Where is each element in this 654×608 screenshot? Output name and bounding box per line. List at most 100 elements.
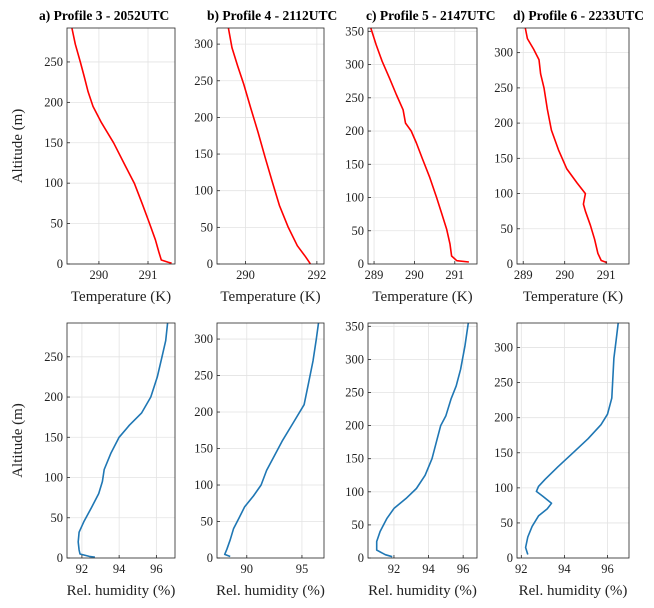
y-tick-label: 200 — [194, 405, 213, 419]
profile-line — [524, 27, 608, 264]
y-tick-label: 150 — [44, 430, 63, 444]
profile-line — [77, 322, 169, 558]
y-tick-label: 300 — [194, 37, 213, 51]
profile-line — [370, 27, 469, 263]
y-tick-label: 200 — [494, 411, 513, 425]
x-tick-label: 92 — [76, 562, 89, 576]
y-tick-label: 0 — [507, 257, 513, 271]
panel-title: d) Profile 6 - 2233UTC — [513, 8, 644, 23]
y-tick-label: 200 — [194, 110, 213, 124]
y-tick-label: 300 — [194, 332, 213, 346]
y-tick-label: 200 — [44, 390, 63, 404]
y-tick-label: 350 — [345, 24, 364, 38]
y-tick-label: 50 — [352, 224, 365, 238]
x-tick-label: 92 — [388, 562, 401, 576]
x-tick-label: 289 — [365, 268, 384, 282]
plot-frame — [66, 27, 176, 265]
y-tick-label: 350 — [345, 319, 364, 333]
y-tick-label: 150 — [44, 136, 63, 150]
y-tick-label: 0 — [358, 257, 364, 271]
chart-panel-1: 290 291 0 50 100 150 200 250 Temperature (K) Alti… — [10, 8, 176, 305]
chart-panel-4: 289 290 291 0 50 100 150 200 250 300 Temperature (… — [494, 8, 644, 305]
x-tick-label: 290 — [555, 268, 574, 282]
y-tick-label: 100 — [345, 485, 364, 499]
x-tick-label: 292 — [307, 268, 326, 282]
y-tick-label: 50 — [501, 516, 514, 530]
x-tick-label: 92 — [515, 562, 528, 576]
x-tick-label: 290 — [236, 268, 255, 282]
y-tick-label: 300 — [494, 341, 513, 355]
y-tick-label: 100 — [194, 184, 213, 198]
x-tick-label: 96 — [601, 562, 614, 576]
y-tick-label: 250 — [44, 55, 63, 69]
y-tick-label: 100 — [44, 471, 63, 485]
y-tick-label: 150 — [494, 446, 513, 460]
y-tick-label: 300 — [345, 352, 364, 366]
y-tick-label: 150 — [345, 157, 364, 171]
x-tick-label: 94 — [113, 562, 126, 576]
chart-panel-5: 92 94 96 0 50 100 150 200 250 Rel. humidity (%) Al… — [10, 322, 176, 599]
plot-frame — [367, 322, 478, 559]
x-tick-label: 291 — [139, 268, 158, 282]
x-axis-label: Rel. humidity (%) — [519, 583, 628, 599]
y-tick-label: 100 — [44, 176, 63, 190]
plot-frame — [66, 322, 176, 559]
y-tick-label: 100 — [494, 187, 513, 201]
y-tick-label: 50 — [201, 220, 214, 234]
y-tick-label: 0 — [358, 551, 364, 565]
y-tick-label: 250 — [345, 91, 364, 105]
y-tick-label: 100 — [345, 191, 364, 205]
y-tick-label: 0 — [57, 551, 63, 565]
panel-title: a) Profile 3 - 2052UTC — [39, 8, 169, 23]
y-axis-label: Altitude (m) — [10, 403, 26, 478]
x-axis-label: Temperature (K) — [71, 289, 171, 305]
y-tick-label: 300 — [494, 46, 513, 60]
panel-title: b) Profile 4 - 2112UTC — [207, 8, 337, 23]
plot-frame — [516, 322, 630, 559]
plot-frame — [367, 27, 478, 265]
y-tick-label: 150 — [194, 147, 213, 161]
x-axis-label: Rel. humidity (%) — [368, 583, 477, 599]
chart-panel-3: 289 290 291 0 50 100 150 200 250 300 350 Temperatur… — [345, 8, 495, 305]
y-tick-label: 50 — [51, 217, 64, 231]
profile-line — [71, 27, 172, 264]
y-tick-label: 0 — [207, 257, 213, 271]
x-axis-label: Rel. humidity (%) — [216, 583, 325, 599]
y-tick-label: 0 — [207, 551, 213, 565]
x-axis-label: Temperature (K) — [523, 289, 623, 305]
y-tick-label: 250 — [44, 350, 63, 364]
x-tick-label: 290 — [405, 268, 424, 282]
x-tick-label: 96 — [150, 562, 163, 576]
y-tick-label: 150 — [194, 442, 213, 456]
y-tick-label: 150 — [345, 452, 364, 466]
y-tick-label: 250 — [345, 386, 364, 400]
x-tick-label: 96 — [457, 562, 470, 576]
y-tick-label: 200 — [44, 95, 63, 109]
x-tick-label: 94 — [558, 562, 571, 576]
y-tick-label: 150 — [494, 151, 513, 165]
profile-line — [223, 322, 320, 558]
chart-panel-7: 92 94 96 0 50 100 150 200 250 300 350 Rel. humidity… — [345, 319, 478, 599]
x-axis-label: Temperature (K) — [372, 289, 472, 305]
y-tick-label: 0 — [507, 551, 513, 565]
profile-line — [375, 322, 470, 558]
chart-panel-2: 290 292 0 50 100 150 200 250 300 Temperature (K) b… — [194, 8, 337, 305]
y-tick-label: 50 — [201, 515, 214, 529]
x-tick-label: 291 — [597, 268, 616, 282]
x-tick-label: 94 — [422, 562, 435, 576]
chart-panel-6: 90 95 0 50 100 150 200 250 300 Rel. humidity (%) — [194, 322, 325, 599]
chart-panel-8: 92 94 96 0 50 100 150 200 250 300 Rel. humidity (%… — [494, 322, 630, 599]
x-axis-label: Rel. humidity (%) — [67, 583, 176, 599]
y-tick-label: 200 — [494, 116, 513, 130]
y-axis-label: Altitude (m) — [10, 109, 26, 184]
y-tick-label: 100 — [494, 481, 513, 495]
profile-line — [227, 27, 312, 265]
x-tick-label: 90 — [241, 562, 254, 576]
profile-line — [524, 322, 619, 555]
x-tick-label: 291 — [445, 268, 464, 282]
y-tick-label: 200 — [345, 419, 364, 433]
plot-frame — [516, 27, 630, 265]
plot-frame — [216, 322, 325, 559]
y-tick-label: 250 — [194, 74, 213, 88]
